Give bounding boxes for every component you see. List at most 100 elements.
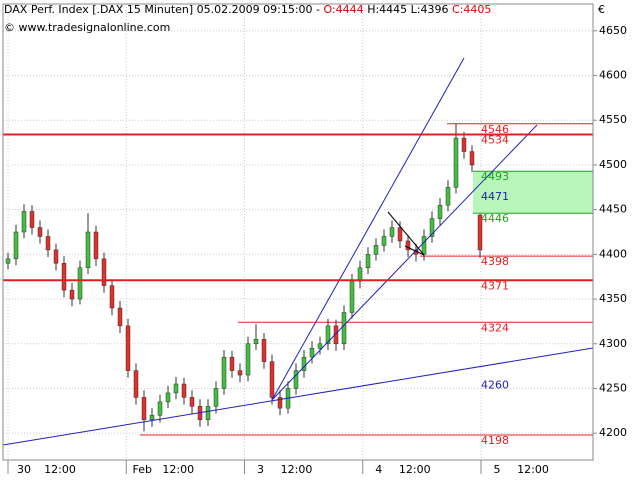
y-tick-label: 4650 [599, 24, 627, 37]
candle-body [109, 285, 115, 309]
y-tick-label: 4500 [599, 158, 627, 171]
candle-body [237, 370, 243, 376]
source: © www.tradesignalonline.com [4, 21, 170, 34]
trendline [2, 347, 594, 446]
level-label: 4371 [481, 279, 509, 292]
x-tick-label: 12:00 [281, 463, 313, 476]
candle-body [157, 401, 163, 416]
channel-line [404, 245, 425, 256]
x-tick-label: Feb [133, 463, 152, 476]
y-tick-label: 4200 [599, 426, 627, 439]
trendline [271, 124, 538, 401]
x-tick-label: 5 [494, 463, 501, 476]
x-tick-label: 12:00 [399, 463, 431, 476]
level-label: 4534 [481, 134, 509, 147]
candle-body [389, 227, 395, 237]
candle-body [469, 151, 475, 166]
candle-body [269, 361, 275, 398]
x-tick-label: 12:00 [517, 463, 549, 476]
level-label: 4324 [481, 321, 509, 334]
candle-body [301, 356, 307, 371]
candle-body [165, 392, 171, 403]
level-label: 4471 [481, 190, 509, 203]
candle-body [45, 236, 51, 251]
candle-body [13, 231, 19, 260]
candle-body [117, 307, 123, 327]
y-tick-label: 4550 [599, 113, 627, 126]
candle-body [77, 267, 83, 300]
candle-body [69, 289, 75, 300]
candle-body [349, 280, 355, 313]
channel-line [387, 211, 425, 256]
trendline [271, 57, 465, 401]
candle-body [5, 258, 11, 264]
level-label: 4398 [481, 255, 509, 268]
y-tick-label: 4300 [599, 337, 627, 350]
title-high-low: H:4445 L:4396 [367, 3, 448, 16]
candle-body [133, 370, 139, 398]
candle-body [101, 258, 107, 286]
candle-body [29, 211, 35, 228]
candle-body [397, 227, 403, 242]
candle-body [437, 204, 443, 219]
y-tick-label: 4350 [599, 292, 627, 305]
candle-body [317, 343, 323, 349]
y-tick-label: 4400 [599, 247, 627, 260]
candle-body [477, 214, 483, 251]
x-tick-label: 30 [17, 463, 31, 476]
candle-body [125, 325, 131, 371]
candle-body [253, 339, 259, 345]
candle-body [189, 397, 195, 407]
level-label: 4493 [481, 170, 509, 183]
candle-body [21, 211, 27, 233]
candle-body [325, 325, 331, 345]
candle-body [53, 249, 59, 264]
y-tick-label: 4250 [599, 381, 627, 394]
zone [473, 171, 593, 214]
candle-body [341, 312, 347, 345]
x-tick-label: 12:00 [44, 463, 76, 476]
level-label: 4198 [481, 434, 509, 447]
y-tick-label: 4600 [599, 69, 627, 82]
candle-body [61, 263, 67, 291]
candle-body [445, 187, 451, 206]
plot-frame [2, 3, 594, 461]
title-text: DAX Perf. Index [.DAX 15 Minuten] 05.02.… [4, 3, 320, 16]
candle-body [213, 388, 219, 407]
plot-under [3, 4, 593, 460]
candle-body [37, 227, 43, 237]
title-close: C:4405 [452, 3, 491, 16]
level-label: 4446 [481, 212, 509, 225]
candle-body [141, 397, 147, 421]
candle-body [245, 343, 251, 376]
x-tick-label: 4 [375, 463, 382, 476]
candle-body [261, 339, 267, 362]
level-label: 4546 [481, 123, 509, 136]
candle-body [333, 325, 339, 345]
candle-body [221, 356, 227, 389]
candle-body [229, 356, 235, 371]
candle-body [293, 370, 299, 389]
candle-body [405, 240, 411, 251]
candle-body [365, 254, 371, 269]
y-tick-label: 4450 [599, 203, 627, 216]
candle-body [173, 383, 179, 394]
chart-title: DAX Perf. Index [.DAX 15 Minuten] 05.02.… [4, 3, 491, 16]
candle-body [93, 231, 99, 260]
candle-body [309, 347, 315, 358]
candle-body [373, 245, 379, 255]
currency: € [598, 3, 605, 16]
candle-body [429, 218, 435, 237]
x-tick-label: 12:00 [162, 463, 194, 476]
candle-body [381, 236, 387, 246]
candle-body [277, 397, 283, 409]
candle-body [461, 137, 467, 152]
candle-body [149, 415, 155, 421]
candle-body [85, 231, 91, 269]
title-open: O:4444 [324, 3, 364, 16]
x-tick-label: 3 [257, 463, 264, 476]
candle-body [181, 383, 187, 398]
